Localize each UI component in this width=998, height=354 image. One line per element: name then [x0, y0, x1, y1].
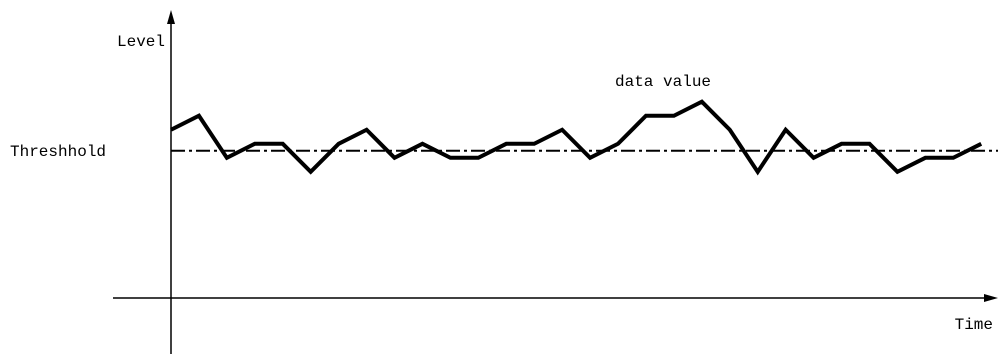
y-axis-arrow: [167, 10, 175, 24]
x-axis-label: Time: [955, 316, 993, 334]
data-line: [170, 99, 983, 176]
annotation: data value: [615, 73, 711, 91]
threshold-label: Threshhold: [10, 143, 106, 161]
x-axis-arrow: [984, 294, 998, 302]
y-axis-label: Level: [117, 33, 165, 51]
